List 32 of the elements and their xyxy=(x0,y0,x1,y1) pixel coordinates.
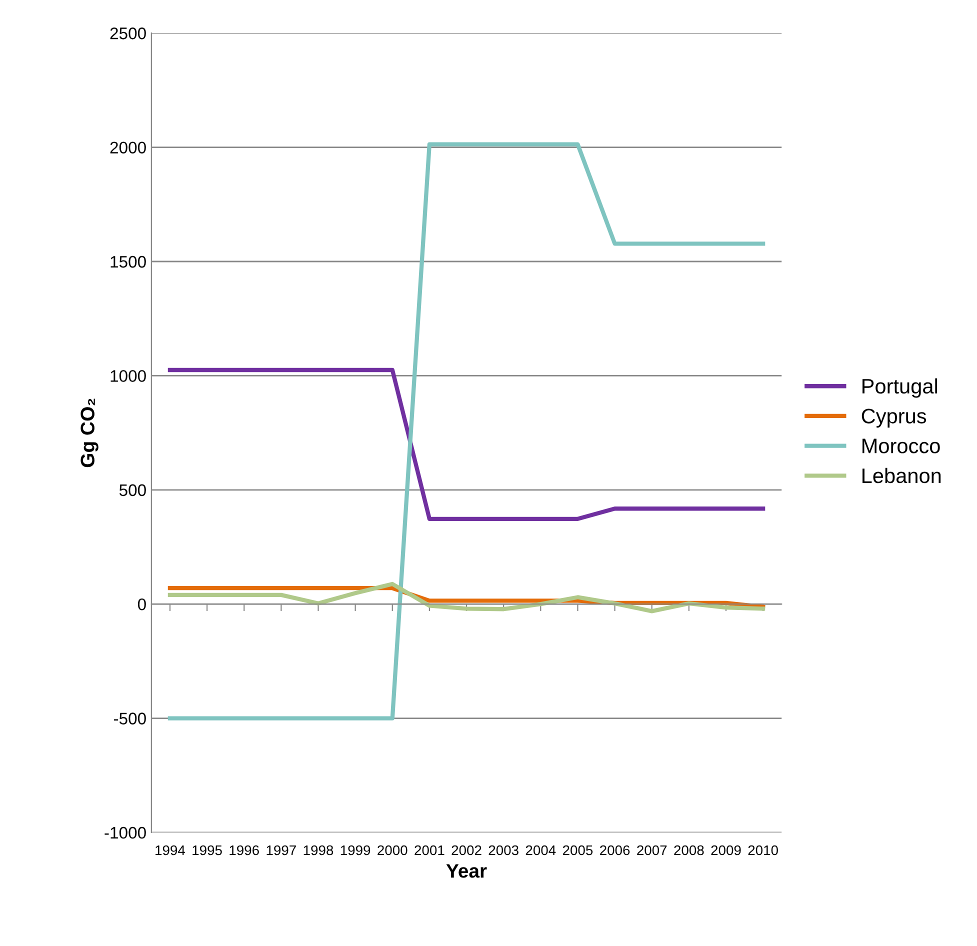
y-tick-label: 2000 xyxy=(110,142,146,154)
x-tick-label: 2007 xyxy=(637,845,667,856)
y-axis-title: Gg CO₂ xyxy=(80,398,98,468)
legend-label: Portugal xyxy=(862,378,938,398)
legend-label: Lebanon xyxy=(862,468,941,484)
x-tick-label: 1996 xyxy=(230,845,259,856)
legend-label: Cyprus xyxy=(862,408,926,428)
x-tick-label: 1998 xyxy=(304,845,334,856)
x-tick-label: 2004 xyxy=(526,845,556,856)
legend-label: Morocco xyxy=(862,438,940,454)
y-tick-label: 1000 xyxy=(110,370,146,382)
y-tick-label: 0 xyxy=(138,598,146,610)
y-tick-label: -500 xyxy=(114,712,146,724)
x-tick-label: 2000 xyxy=(378,845,408,856)
x-tick-label: 2003 xyxy=(488,845,518,856)
x-axis-title: Year xyxy=(446,864,487,878)
x-tick-label: 2001 xyxy=(414,845,444,856)
x-tick-label: 2005 xyxy=(562,845,593,856)
y-tick-label: 1500 xyxy=(110,256,146,268)
y-tick-label: 500 xyxy=(119,484,146,496)
x-tick-label: 1995 xyxy=(192,845,222,856)
x-tick-label: 2002 xyxy=(452,845,482,856)
x-tick-label: 1994 xyxy=(156,845,186,856)
y-tick-label: 2500 xyxy=(110,28,146,40)
x-tick-label: 2008 xyxy=(674,845,704,856)
x-tick-label: 2009 xyxy=(711,845,741,856)
x-tick-label: 1997 xyxy=(266,845,296,856)
x-tick-label: 2006 xyxy=(600,845,630,856)
y-tick-label: -1000 xyxy=(104,826,146,839)
x-tick-label: 1999 xyxy=(340,845,370,856)
x-tick-label: 2010 xyxy=(748,845,778,856)
line-series xyxy=(168,582,766,614)
